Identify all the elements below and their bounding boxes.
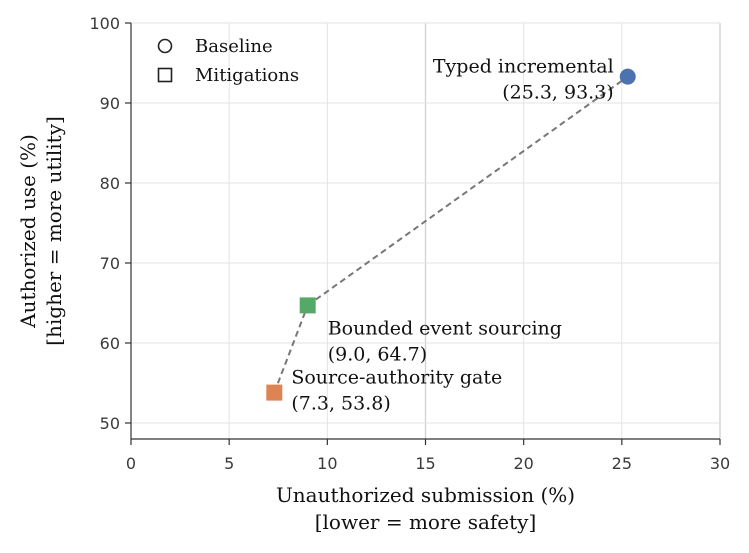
tick-labels: 0 5 10 15 20 25 30 50 60 70 80 90 100 xyxy=(89,14,730,473)
data-point-square xyxy=(266,384,283,401)
x-tick-label: 15 xyxy=(415,454,435,473)
point-label-coords: (25.3, 93.3) xyxy=(502,82,614,104)
x-axis-sublabel: [lower = more safety] xyxy=(315,510,537,534)
x-tick-label: 10 xyxy=(317,454,337,473)
axis-labels: Unauthorized submission (%) [lower = more… xyxy=(16,116,575,534)
point-label-name: Typed incremental xyxy=(433,56,614,78)
legend-label: Mitigations xyxy=(195,65,299,86)
y-tick-label: 70 xyxy=(100,254,120,273)
x-axis-label: Unauthorized submission (%) xyxy=(276,483,575,507)
frontier-segment xyxy=(307,75,629,307)
y-tick-label: 90 xyxy=(100,94,120,113)
x-tick-label: 30 xyxy=(710,454,730,473)
frontier-segment xyxy=(273,305,309,393)
legend-label: Baseline xyxy=(195,36,273,57)
y-tick-label: 60 xyxy=(100,334,120,353)
y-tick-label: 50 xyxy=(100,414,120,433)
legend: Baseline Mitigations xyxy=(157,36,299,86)
point-label-coords: (9.0, 64.7) xyxy=(328,343,427,365)
legend-circle-marker xyxy=(157,38,173,54)
point-annotations: Typed incremental (25.3, 93.3) Bounded eve… xyxy=(291,56,613,415)
data-point-square xyxy=(299,297,316,314)
x-tick-label: 25 xyxy=(612,454,632,473)
legend-square-marker xyxy=(157,67,173,83)
x-tick-label: 5 xyxy=(224,454,234,473)
y-axis-label: Authorized use (%) xyxy=(16,134,40,329)
grid xyxy=(130,22,721,439)
point-label-name: Bounded event sourcing xyxy=(328,317,562,339)
point-label-name: Source-authority gate xyxy=(291,367,502,389)
frontier-lines xyxy=(273,75,629,393)
y-axis-sublabel: [higher = more utility] xyxy=(42,116,66,346)
data-point-circle xyxy=(619,68,636,85)
x-tick-label: 20 xyxy=(513,454,533,473)
data-points xyxy=(266,68,636,401)
point-label-coords: (7.3, 53.8) xyxy=(291,393,390,415)
y-tick-label: 80 xyxy=(100,174,120,193)
x-tick-label: 0 xyxy=(126,454,136,473)
y-tick-label: 100 xyxy=(89,14,120,33)
